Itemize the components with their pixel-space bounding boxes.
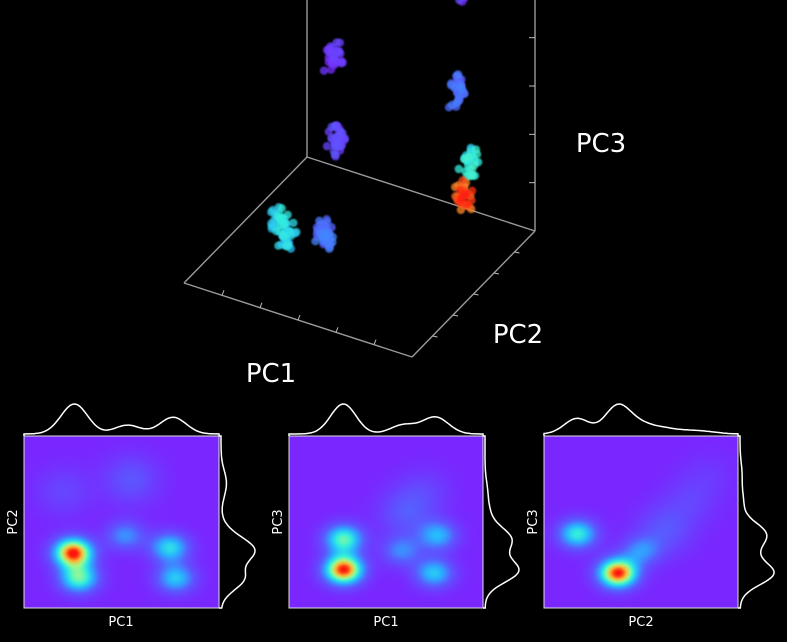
scatter-point [322,142,332,151]
y-marginal-curve [483,435,520,609]
pc2-tick [452,314,459,317]
pc1-tick [259,302,263,308]
scatter-point [336,58,346,68]
scatter-point [279,231,288,240]
x-axis-label: PC2 [628,615,653,630]
y-axis-label: PC3 [526,509,541,534]
scatter-point [315,216,324,225]
scatter-point [311,237,320,246]
scatter-point [319,66,329,75]
pc1-tick [335,327,339,333]
x-marginal-curve [23,403,220,436]
pc2-tick [493,272,500,275]
pc2-axis-label-3d: PC2 [493,320,543,350]
scatter-point [282,242,291,251]
scatter-3d-panel: PC1 PC2 PC3 [183,0,626,389]
axis-ticks-3d [221,37,535,345]
scatter-point [453,70,463,79]
pc2-tick [432,335,438,338]
scatter-point [274,241,283,250]
density-panel-pc2-pc3: PC2 PC3 [526,403,775,630]
scatter-point [464,172,474,181]
scatter-point [467,186,477,195]
scatter-point [328,48,337,57]
scatter-point [472,150,482,159]
scatter-point [447,81,456,90]
scatter-point [267,208,276,217]
pc2-tick [473,293,479,296]
scatter-point [323,218,332,227]
y-marginal-curve [738,435,775,609]
scatter-point [277,204,286,213]
scatter-point [332,141,342,150]
scatter-point [289,218,298,228]
pc1-tick [221,290,225,296]
y-axis-label: PC3 [271,509,286,534]
scatter-point [460,155,469,164]
scatter-point [330,150,340,159]
x-axis-label: PC1 [373,615,398,630]
scatter-point [327,122,336,132]
scatter-point [455,91,464,100]
box-edge [183,156,308,284]
box-edge [306,156,536,232]
scatter-point [454,164,463,174]
scatter-point [455,0,464,5]
axes-box-3d [183,0,536,358]
scatter-point [336,49,345,58]
scatter-point [285,227,294,236]
x-axis-label: PC1 [108,615,133,630]
scatter-point [273,212,282,221]
scatter-points-3d [267,0,483,253]
scatter-point [336,127,346,136]
scatter-point [463,199,472,209]
pc1-axis-label-3d: PC1 [246,359,296,389]
heatmap-frame [288,435,484,609]
pc2-tick [514,251,520,254]
scatter-point [458,176,467,185]
heatmap-frame [543,435,739,609]
pc1-tick [373,339,377,345]
density-panel-pc1-pc3: PC1 PC3 [271,403,520,630]
scatter-point [324,229,333,238]
density-panel-pc1-pc2: PC1 PC2 [6,403,256,630]
pc3-axis-label-3d: PC3 [576,129,626,159]
pc1-tick [297,314,301,321]
scatter-point [461,189,470,198]
density-heatmap-pc1-pc3 [289,436,483,608]
y-axis-label: PC2 [6,509,21,534]
scatter-point [457,84,466,93]
density-heatmap-pc2-pc3 [544,436,738,608]
scatter-point [467,165,477,174]
scatter-point [332,38,341,47]
x-marginal-curve [543,403,739,436]
scatter-point [331,133,340,142]
y-marginal-curve [219,435,256,609]
density-heatmap-pc1-pc2 [24,436,219,608]
x-marginal-curve [288,403,484,436]
heatmap-frame [23,435,220,609]
scatter-point [452,99,461,108]
